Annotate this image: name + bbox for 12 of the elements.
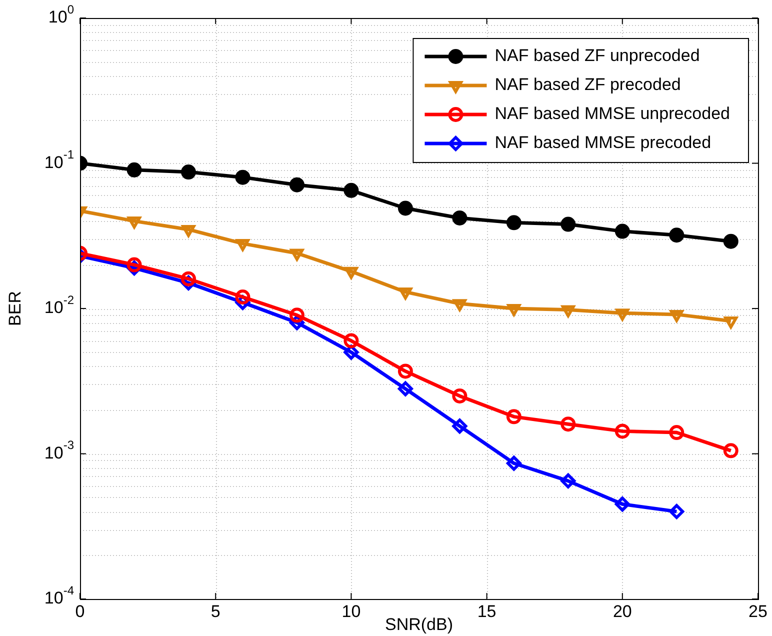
- legend-label: NAF based MMSE unprecoded: [494, 104, 730, 124]
- x-tick-label: 5: [210, 602, 220, 622]
- x-tick-label: 15: [477, 602, 496, 622]
- y-axis-title: BER: [6, 291, 25, 326]
- x-axis-title: SNR(dB): [384, 615, 454, 634]
- x-tick-label: 20: [612, 602, 632, 622]
- x-tick-label: 0: [75, 602, 85, 622]
- legend-label: NAF based ZF unprecoded: [494, 46, 700, 66]
- legend-label: NAF based MMSE precoded: [494, 133, 712, 152]
- x-tick-label: 25: [748, 602, 768, 622]
- x-tick-label: 10: [342, 602, 361, 622]
- legend-label: NAF based ZF precoded: [494, 75, 681, 94]
